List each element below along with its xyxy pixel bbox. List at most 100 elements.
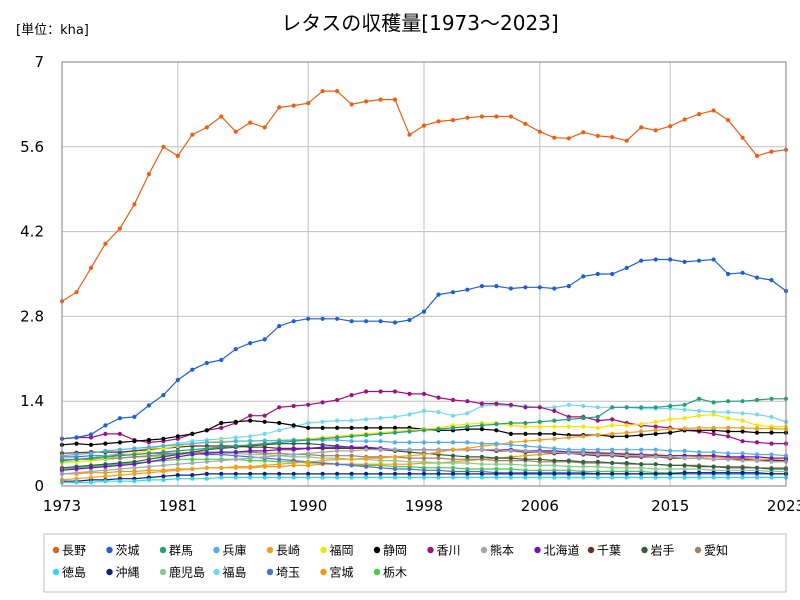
data-point xyxy=(233,129,238,134)
data-point xyxy=(277,457,282,462)
data-point xyxy=(697,396,702,401)
data-point xyxy=(711,457,716,462)
data-point xyxy=(320,425,325,430)
data-point xyxy=(523,448,528,453)
data-point xyxy=(291,475,296,480)
data-point xyxy=(392,458,398,463)
data-point xyxy=(465,411,470,416)
data-point xyxy=(682,426,687,431)
data-point xyxy=(219,450,224,455)
data-point xyxy=(204,428,209,433)
data-point xyxy=(552,463,557,468)
data-point xyxy=(349,393,354,398)
data-point xyxy=(407,475,412,480)
data-point xyxy=(320,471,325,476)
data-point xyxy=(581,471,586,476)
data-point xyxy=(697,470,702,475)
data-point xyxy=(769,426,774,431)
data-point xyxy=(291,471,296,476)
data-point xyxy=(682,466,687,472)
series-長崎 xyxy=(59,425,789,482)
data-point xyxy=(595,447,600,452)
data-point xyxy=(566,458,571,463)
data-point xyxy=(219,425,224,430)
data-point xyxy=(233,450,238,455)
data-point xyxy=(726,475,731,480)
data-point xyxy=(639,405,644,410)
data-point xyxy=(175,454,180,459)
data-point xyxy=(566,136,571,141)
data-point xyxy=(465,440,470,445)
data-point xyxy=(320,475,325,480)
data-point xyxy=(132,202,137,207)
data-point xyxy=(190,460,195,466)
legend-marker xyxy=(52,546,60,554)
data-point xyxy=(537,450,542,455)
data-point xyxy=(392,466,398,472)
legend-label: 鹿児島 xyxy=(169,565,205,580)
data-point xyxy=(392,475,398,480)
data-point xyxy=(103,474,108,479)
data-point xyxy=(349,453,354,458)
data-point xyxy=(523,405,528,410)
data-point xyxy=(146,445,151,450)
data-point xyxy=(204,440,209,445)
data-point xyxy=(204,476,209,481)
data-point xyxy=(175,434,180,439)
data-point xyxy=(277,447,282,452)
data-point xyxy=(277,453,282,458)
data-point xyxy=(494,401,499,406)
data-point xyxy=(335,435,340,440)
unit-label: [単位：kha] xyxy=(16,22,89,38)
data-point xyxy=(726,429,731,434)
data-point xyxy=(74,435,79,440)
legend-item: 福島 xyxy=(213,565,247,580)
data-point xyxy=(117,226,122,231)
data-point xyxy=(349,457,354,462)
data-point xyxy=(668,454,673,459)
data-point xyxy=(262,413,267,418)
data-point xyxy=(450,460,456,466)
data-point xyxy=(581,475,586,480)
data-point xyxy=(407,412,412,417)
data-point xyxy=(581,464,586,469)
data-point xyxy=(421,447,427,452)
data-point xyxy=(595,405,600,410)
data-point xyxy=(740,429,745,434)
data-point xyxy=(349,448,354,453)
data-point xyxy=(479,454,484,459)
legend-item: 兵庫 xyxy=(213,544,247,558)
data-point xyxy=(421,309,427,314)
data-point xyxy=(523,431,528,436)
data-point xyxy=(248,120,253,125)
data-point xyxy=(117,479,122,484)
data-point xyxy=(624,471,629,476)
data-point xyxy=(581,434,586,439)
data-point xyxy=(566,284,571,289)
legend-marker xyxy=(213,568,220,576)
data-point xyxy=(146,464,151,469)
legend-item: 千葉 xyxy=(587,544,621,558)
data-point xyxy=(277,405,282,410)
data-point xyxy=(653,419,658,424)
data-point xyxy=(378,447,383,452)
data-point xyxy=(190,457,195,462)
data-point xyxy=(421,456,427,461)
data-point xyxy=(407,471,412,476)
data-point xyxy=(320,316,325,321)
data-point xyxy=(508,420,513,426)
data-point xyxy=(450,465,456,470)
data-point xyxy=(494,447,499,452)
data-point xyxy=(117,453,122,458)
legend-item: 長野 xyxy=(52,544,86,558)
data-point xyxy=(726,451,731,456)
data-point xyxy=(233,439,238,444)
data-point xyxy=(711,470,716,475)
data-point xyxy=(610,423,615,428)
data-point xyxy=(552,424,557,429)
data-point xyxy=(306,471,311,476)
data-point xyxy=(595,133,600,138)
legend-marker xyxy=(534,546,541,554)
data-point xyxy=(537,129,542,134)
data-point xyxy=(175,377,180,383)
